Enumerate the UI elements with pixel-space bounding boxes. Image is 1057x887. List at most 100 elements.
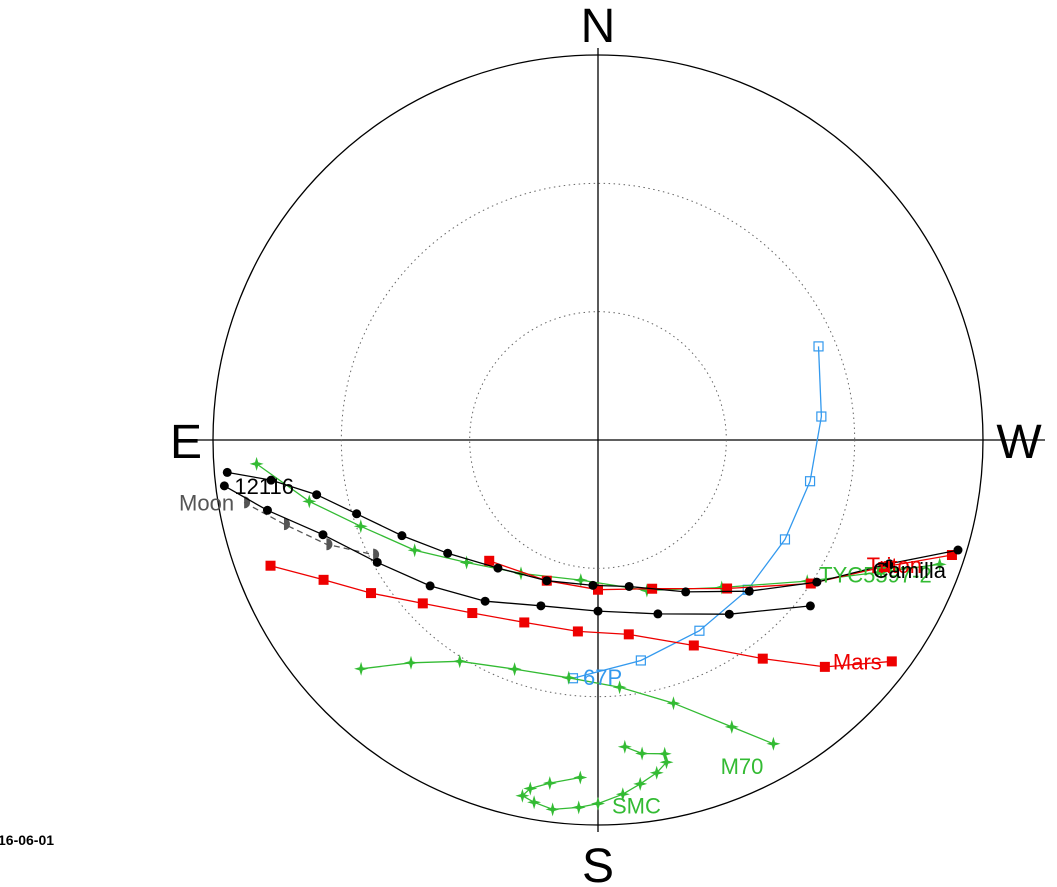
marker-mars-11 xyxy=(265,560,276,571)
west-label: W xyxy=(996,416,1042,469)
track-camilla xyxy=(222,467,963,597)
marker-m70-4 xyxy=(561,670,576,685)
date-label: 16-06-01 xyxy=(0,832,54,848)
marker-moon-1 xyxy=(283,518,290,531)
track-line-moon xyxy=(243,501,374,556)
marker-12116-7 xyxy=(372,557,382,567)
track-line-mars xyxy=(270,565,892,668)
label-moon: Moon xyxy=(179,490,234,515)
label-camilla: Camilla xyxy=(873,558,947,583)
marker-67p-0 xyxy=(813,341,824,352)
marker-12116-9 xyxy=(262,505,272,515)
marker-camilla-10 xyxy=(397,531,407,541)
marker-tyc5597-2-11 xyxy=(249,456,264,471)
marker-camilla-0 xyxy=(953,545,963,555)
marker-camilla-7 xyxy=(542,576,552,586)
marker-mars-1 xyxy=(819,661,830,672)
marker-67p-1 xyxy=(816,411,827,422)
marker-tyc5597-2-9 xyxy=(353,519,368,534)
marker-12116-6 xyxy=(425,581,435,591)
marker-smc-5 xyxy=(633,776,648,791)
marker-triton-1 xyxy=(878,562,889,573)
marker-m70-7 xyxy=(404,655,418,670)
marker-tyc5597-2-5 xyxy=(573,573,588,588)
marker-smc-13 xyxy=(542,776,557,791)
marker-camilla-12 xyxy=(312,490,322,500)
marker-smc-1 xyxy=(635,746,650,761)
track-line-67p xyxy=(572,346,823,679)
marker-67p-5 xyxy=(694,625,705,636)
label-12116: 12116 xyxy=(234,474,294,499)
marker-moon-3 xyxy=(373,548,380,561)
marker-camilla-2 xyxy=(812,577,822,587)
marker-12116-3 xyxy=(593,606,603,616)
marker-camilla-9 xyxy=(443,548,453,558)
marker-smc-12 xyxy=(523,781,538,796)
label-tyc5597-2: TYC5597-2 xyxy=(819,562,932,587)
marker-triton-0 xyxy=(946,550,957,561)
marker-12116-10 xyxy=(219,481,229,491)
marker-m70-3 xyxy=(612,680,627,695)
altitude-grid xyxy=(340,182,856,698)
marker-67p-3 xyxy=(779,534,791,545)
marker-m70-2 xyxy=(666,696,681,711)
marker-camilla-1 xyxy=(884,559,894,569)
marker-mars-0 xyxy=(886,656,897,667)
marker-mars-6 xyxy=(519,617,530,628)
marker-mars-8 xyxy=(417,598,428,609)
marker-tyc5597-2-8 xyxy=(407,543,422,558)
north-label: N xyxy=(581,0,616,53)
marker-12116-8 xyxy=(318,530,328,540)
marker-m70-0 xyxy=(766,736,781,751)
marker-triton-7 xyxy=(484,555,495,566)
marker-triton-3 xyxy=(722,583,733,594)
object-tracks xyxy=(219,341,963,817)
marker-smc-6 xyxy=(615,787,630,802)
marker-camilla-6 xyxy=(588,580,598,590)
marker-camilla-3 xyxy=(744,586,754,596)
marker-tyc5597-2-0 xyxy=(932,557,947,572)
marker-mars-10 xyxy=(318,574,329,585)
marker-smc-9 xyxy=(545,802,560,817)
marker-moon-2 xyxy=(326,538,333,551)
label-smc: SMC xyxy=(612,794,661,819)
marker-smc-2 xyxy=(657,746,672,761)
label-67p: 67P xyxy=(583,665,622,690)
marker-camilla-11 xyxy=(352,509,362,519)
altitude-circle-60 xyxy=(469,311,727,569)
marker-smc-4 xyxy=(649,765,664,780)
label-m70: M70 xyxy=(721,754,764,779)
track-line-12116 xyxy=(224,485,811,615)
label-mars: Mars xyxy=(833,649,882,674)
marker-67p-6 xyxy=(635,655,646,666)
track-smc xyxy=(515,739,674,817)
marker-triton-5 xyxy=(593,584,603,595)
marker-smc-14 xyxy=(573,770,588,785)
marker-mars-9 xyxy=(366,588,377,599)
track-12116 xyxy=(219,481,815,619)
marker-smc-8 xyxy=(571,800,586,815)
marker-tyc5597-2-7 xyxy=(459,555,474,570)
track-mars xyxy=(265,560,897,672)
marker-12116-5 xyxy=(480,596,490,606)
marker-smc-0 xyxy=(617,739,632,754)
label-triton: Triton xyxy=(867,553,922,578)
marker-mars-5 xyxy=(572,626,583,637)
marker-12116-0 xyxy=(805,601,815,611)
marker-camilla-14 xyxy=(222,467,232,477)
marker-m70-8 xyxy=(354,661,369,676)
marker-camilla-8 xyxy=(493,563,503,573)
marker-12116-1 xyxy=(724,609,734,619)
east-label: E xyxy=(170,416,202,469)
marker-m70-6 xyxy=(452,654,467,669)
track-moon xyxy=(243,496,380,561)
track-m70 xyxy=(354,654,781,751)
marker-m70-1 xyxy=(724,719,739,734)
marker-camilla-5 xyxy=(624,581,634,591)
marker-smc-11 xyxy=(515,788,530,803)
marker-12116-2 xyxy=(653,609,663,619)
marker-m70-5 xyxy=(507,662,522,677)
south-label: S xyxy=(582,840,614,887)
